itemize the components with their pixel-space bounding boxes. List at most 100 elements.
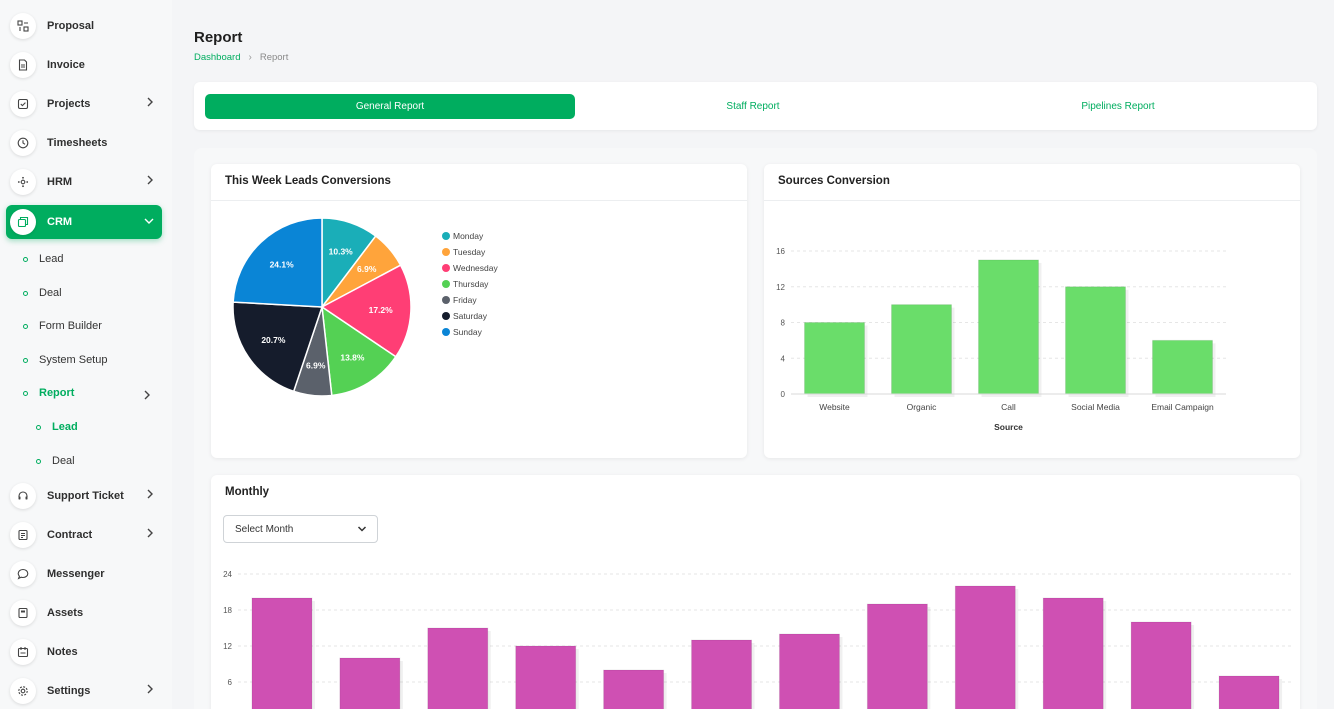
bar-call[interactable] xyxy=(978,259,1039,395)
bar-month-1[interactable] xyxy=(251,597,313,709)
pie-slice-wednesday[interactable] xyxy=(320,264,412,358)
legend-label: Tuesday xyxy=(453,247,486,257)
bar-email-campaign[interactable] xyxy=(1152,339,1213,395)
gear-icon xyxy=(10,678,36,704)
sidebar-item-label: Projects xyxy=(47,98,91,110)
chevron-right-icon xyxy=(147,684,153,694)
invoice-icon xyxy=(10,52,36,78)
legend-label: Thursday xyxy=(453,279,489,289)
contract-icon xyxy=(10,522,36,548)
pie-slice-label: 17.2% xyxy=(369,305,394,315)
sidebar-subitem-label: Lead xyxy=(39,253,64,265)
sidebar-item-projects[interactable]: Projects xyxy=(6,88,162,120)
sources-bar-chart: 0 4 8 12 16 Website Organic Call Social Media Ema… xyxy=(776,247,1226,432)
legend-item-wednesday[interactable]: Wednesday xyxy=(442,263,498,273)
bar-website[interactable] xyxy=(804,322,865,395)
bar-month-11[interactable] xyxy=(1130,621,1192,709)
legend-item-saturday[interactable]: Saturday xyxy=(442,311,487,321)
sidebar-item-label: Timesheets xyxy=(47,137,108,149)
legend-item-monday[interactable]: Monday xyxy=(442,231,483,241)
sidebar-subitem-label: Deal xyxy=(52,455,75,467)
pie-slice-saturday[interactable] xyxy=(232,301,324,393)
sidebar-subitem-label: Form Builder xyxy=(39,320,102,332)
pie-slice-sunday[interactable] xyxy=(232,217,323,308)
sidebar-subitem-system-setup[interactable]: System Setup xyxy=(23,354,107,366)
select-month-value: Select Month xyxy=(235,523,294,535)
bar-month-9[interactable] xyxy=(954,585,1016,709)
sidebar-item-messenger[interactable]: Messenger xyxy=(6,558,162,590)
y-tick-label: 0 xyxy=(781,390,786,399)
sidebar-item-contract[interactable]: Contract xyxy=(6,519,162,551)
x-tick-label: Social Media xyxy=(1071,402,1120,412)
sidebar-subitem-lead[interactable]: Lead xyxy=(23,253,63,265)
bar-month-5[interactable] xyxy=(603,669,665,709)
bar-month-3[interactable] xyxy=(427,627,489,709)
sidebar-subitem-label: System Setup xyxy=(39,354,108,366)
bar-organic[interactable] xyxy=(891,304,952,395)
sidebar-item-label: HRM xyxy=(47,176,73,188)
legend-swatch xyxy=(442,264,450,272)
crm-icon xyxy=(10,209,36,235)
sidebar-subitem-report[interactable]: Report xyxy=(23,387,151,400)
proposal-icon xyxy=(10,13,36,39)
breadcrumb-separator-icon: › xyxy=(248,52,252,63)
y-tick-label: 24 xyxy=(223,570,232,579)
bar-month-4[interactable] xyxy=(515,645,577,709)
chat-icon xyxy=(10,561,36,587)
chevron-right-icon xyxy=(147,528,153,538)
y-tick-label: 16 xyxy=(776,247,785,256)
sidebar-item-assets[interactable]: Assets xyxy=(6,597,162,629)
bar-month-10[interactable] xyxy=(1042,597,1104,709)
legend-item-tuesday[interactable]: Tuesday xyxy=(442,247,485,257)
sidebar-item-timesheets[interactable]: Timesheets xyxy=(6,127,162,159)
pie-slice-label: 13.8% xyxy=(340,352,365,362)
tab-pipelines-report[interactable]: Pipelines Report xyxy=(1081,101,1155,112)
sidebar-item-proposal[interactable]: Proposal xyxy=(6,10,162,42)
sidebar-subitem-form-builder[interactable]: Form Builder xyxy=(23,320,102,332)
tab-staff-report[interactable]: Staff Report xyxy=(726,101,780,112)
headset-icon xyxy=(10,483,36,509)
tab-general-report[interactable]: General Report xyxy=(205,94,575,119)
breadcrumb-current: Report xyxy=(259,52,289,63)
legend-swatch xyxy=(442,280,450,288)
sidebar-subsubitem-deal[interactable]: Deal xyxy=(36,455,75,467)
bullet-icon xyxy=(23,390,28,396)
sidebar-item-hrm[interactable]: HRM xyxy=(6,166,162,198)
legend-item-sunday[interactable]: Sunday xyxy=(442,327,482,337)
sidebar-item-support-ticket[interactable]: Support Ticket xyxy=(6,480,162,512)
y-tick-label: 4 xyxy=(781,354,786,363)
sidebar-item-notes[interactable]: Notes xyxy=(6,636,162,668)
card-divider xyxy=(764,200,1300,201)
breadcrumb-dashboard-link[interactable]: Dashboard xyxy=(194,52,241,63)
legend-swatch xyxy=(442,328,450,336)
pie-slice-thursday[interactable] xyxy=(321,305,397,397)
projects-icon xyxy=(10,91,36,117)
sidebar-item-invoice[interactable]: Invoice xyxy=(6,49,162,81)
y-tick-label: 8 xyxy=(781,319,786,328)
bar-social-media[interactable] xyxy=(1065,286,1126,395)
sidebar-subitem-deal[interactable]: Deal xyxy=(23,287,62,299)
sidebar-item-settings[interactable]: Settings xyxy=(6,675,162,707)
x-tick-label: Organic xyxy=(907,402,938,412)
legend-swatch xyxy=(442,232,450,240)
legend-item-friday[interactable]: Friday xyxy=(442,295,477,305)
legend-item-thursday[interactable]: Thursday xyxy=(442,279,488,289)
sidebar-item-label: Assets xyxy=(47,607,84,619)
bar-month-6[interactable] xyxy=(691,639,753,709)
bar-month-12[interactable] xyxy=(1218,675,1280,709)
notes-icon xyxy=(10,639,36,665)
bar-month-8[interactable] xyxy=(866,603,928,709)
sidebar-item-label: Notes xyxy=(47,646,78,658)
monthly-card: Monthly Select Month 6 12 18 24 xyxy=(211,475,1300,709)
sidebar-item-crm[interactable]: CRM xyxy=(6,205,162,239)
x-axis-label: Source xyxy=(994,422,1023,432)
bar-month-7[interactable] xyxy=(778,633,840,709)
page-title: Report xyxy=(194,29,243,46)
select-month-dropdown[interactable]: Select Month xyxy=(223,515,378,543)
sidebar-subsubitem-lead[interactable]: Lead xyxy=(36,421,78,433)
legend-label: Saturday xyxy=(453,311,488,321)
sidebar-item-label: Contract xyxy=(47,529,93,541)
legend-swatch xyxy=(442,312,450,320)
sidebar-item-label: Messenger xyxy=(47,568,105,580)
bar-month-2[interactable] xyxy=(339,657,401,709)
